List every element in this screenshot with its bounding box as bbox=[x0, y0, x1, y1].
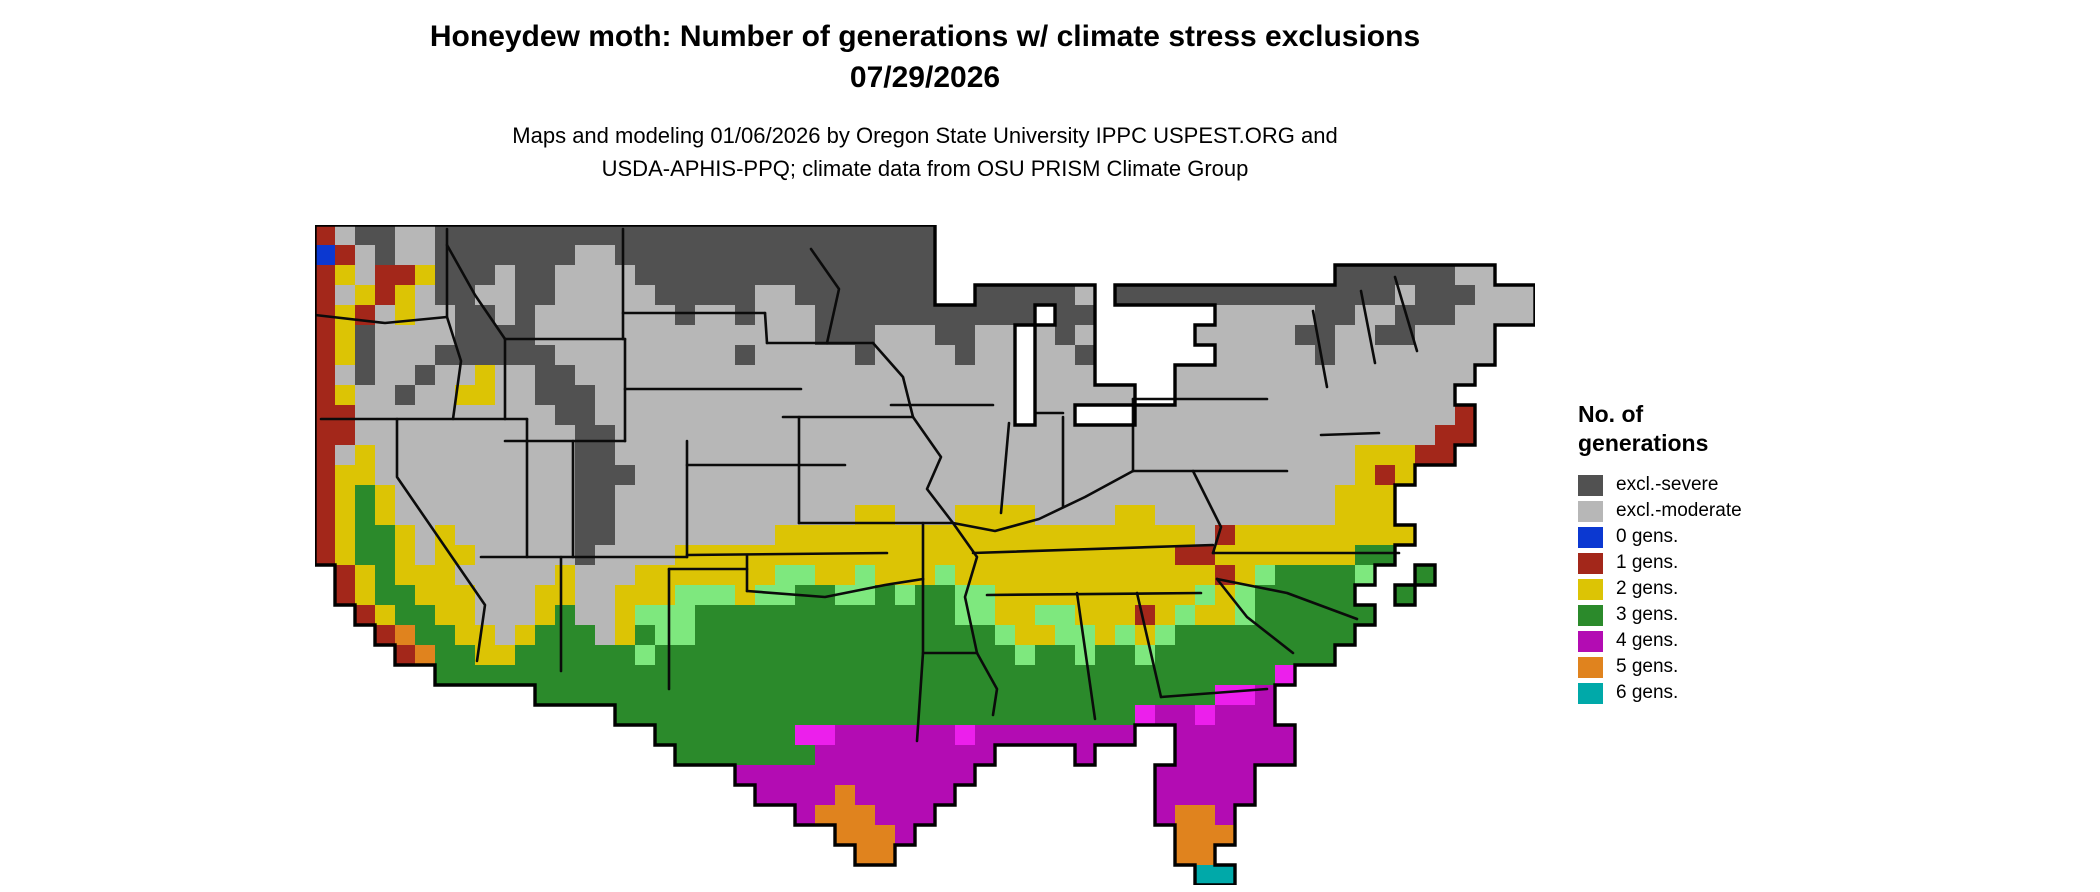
legend-swatch bbox=[1578, 474, 1603, 496]
legend-swatch bbox=[1578, 604, 1603, 626]
legend-label: 1 gens. bbox=[1616, 552, 1679, 573]
legend-item-excl-moderate: excl.-moderate bbox=[1578, 498, 1868, 524]
legend-item-excl-severe: excl.-severe bbox=[1578, 472, 1868, 498]
legend-swatch bbox=[1578, 500, 1603, 522]
legend-item-4-gens-: 4 gens. bbox=[1578, 628, 1868, 654]
us-generations-map bbox=[315, 225, 1535, 885]
legend-label: 5 gens. bbox=[1616, 656, 1679, 677]
legend: No. of generations excl.-severe excl.-mod… bbox=[1578, 400, 1868, 706]
legend-swatch bbox=[1578, 578, 1603, 600]
legend-item-1-gens-: 1 gens. bbox=[1578, 550, 1868, 576]
legend-label: excl.-severe bbox=[1616, 474, 1719, 495]
figure-subtitle: Maps and modeling 01/06/2026 by Oregon S… bbox=[315, 119, 1535, 185]
map-raster bbox=[315, 225, 1535, 885]
legend-title: No. of generations bbox=[1578, 400, 1868, 458]
legend-label: 3 gens. bbox=[1616, 604, 1679, 625]
legend-title-line1: No. of bbox=[1578, 401, 1644, 427]
legend-swatch bbox=[1578, 656, 1603, 678]
legend-items: excl.-severe excl.-moderate 0 gens. 1 gens.… bbox=[1578, 472, 1868, 706]
legend-swatch bbox=[1578, 630, 1603, 652]
legend-swatch bbox=[1578, 682, 1603, 704]
figure-title-date: 07/29/2026 bbox=[849, 61, 1001, 94]
legend-swatch bbox=[1578, 526, 1603, 548]
title-block: Honeydew moth: Number of generations w/ … bbox=[315, 16, 1535, 185]
legend-title-line2: generations bbox=[1578, 430, 1709, 456]
legend-label: excl.-moderate bbox=[1616, 500, 1742, 521]
legend-swatch bbox=[1578, 552, 1603, 574]
legend-item-6-gens-: 6 gens. bbox=[1578, 680, 1868, 706]
legend-item-0-gens-: 0 gens. bbox=[1578, 524, 1868, 550]
legend-item-2-gens-: 2 gens. bbox=[1578, 576, 1868, 602]
legend-label: 2 gens. bbox=[1616, 578, 1679, 599]
legend-item-3-gens-: 3 gens. bbox=[1578, 602, 1868, 628]
legend-item-5-gens-: 5 gens. bbox=[1578, 654, 1868, 680]
legend-label: 0 gens. bbox=[1616, 526, 1679, 547]
legend-label: 4 gens. bbox=[1616, 630, 1679, 651]
figure-title: Honeydew moth: Number of generations w/ … bbox=[429, 20, 1421, 53]
figure-subtitle-line1: Maps and modeling 01/06/2026 by Oregon S… bbox=[512, 123, 1338, 148]
figure-subtitle-line2: USDA-APHIS-PPQ; climate data from OSU PR… bbox=[601, 156, 1249, 181]
legend-label: 6 gens. bbox=[1616, 682, 1679, 703]
